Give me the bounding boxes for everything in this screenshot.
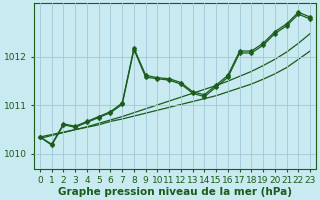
X-axis label: Graphe pression niveau de la mer (hPa): Graphe pression niveau de la mer (hPa) <box>58 187 292 197</box>
